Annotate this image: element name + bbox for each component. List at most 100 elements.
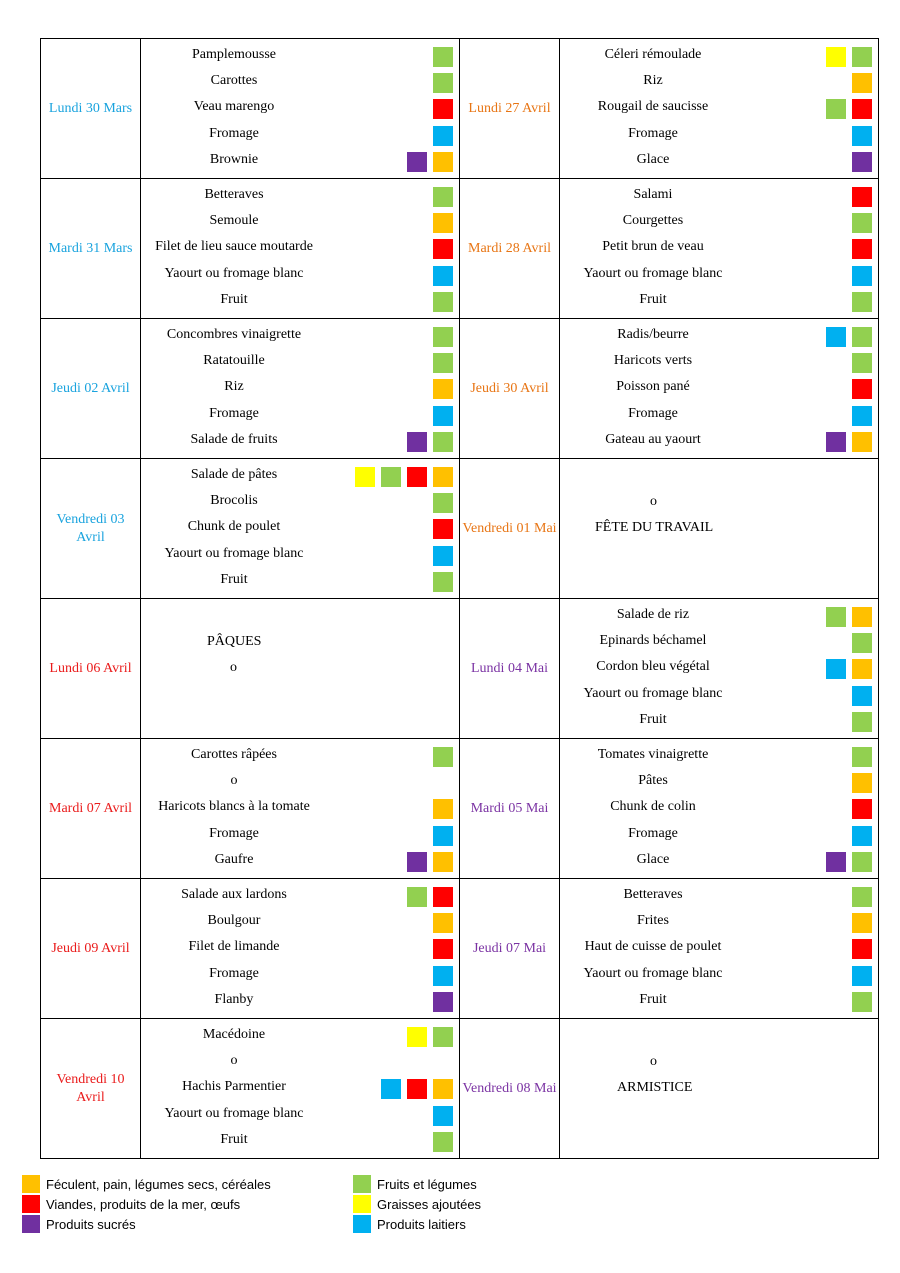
legend-label: Féculent, pain, légumes secs, céréales [46,1176,271,1192]
day-dishes: Salade aux lardons Boulgour Filet de liman… [140,878,460,1019]
dish-name: Fruit [220,1131,248,1147]
dish-name: Fromage [628,125,678,141]
dish-name: Betteraves [204,187,264,203]
dish-item: Riz [560,69,878,95]
day-dishes: Pamplemousse Carottes Veau marengo Fromage B… [140,38,460,179]
dish-item: Glace [560,148,878,174]
dish-name: Fromage [209,125,259,141]
dish-name: Fruit [639,291,667,307]
dish-name: Macédoine [202,1027,266,1043]
dish-item: Yaourt ou fromage blanc [560,682,878,708]
dish-name: Fruit [639,991,667,1007]
food-group-tags [852,291,872,312]
food-group-red-square [852,99,872,120]
food-group-tags [433,405,453,426]
food-group-orange-square [852,913,872,934]
food-group-tags [433,239,453,260]
food-group-green-square [381,467,401,488]
legend-yellow-square [353,1195,371,1213]
dish-list: Salade aux lardons Boulgour Filet de liman… [141,883,459,1013]
food-group-tags [852,965,872,986]
dish-item: Salade aux lardons [141,883,459,909]
food-group-blue-square [433,265,453,286]
dish-name: Céleri rémoulade [604,47,702,63]
dish-item: Chunk de colin [560,795,878,821]
menu-row: Mardi 31 Mars Betteraves Semoule Filet de l… [40,178,879,319]
food-group-red-square [433,939,453,960]
food-group-tags [433,991,453,1012]
holiday-label: ARMISTICE [617,1080,693,1095]
food-group-red-square [852,939,872,960]
day-label: Vendredi 10 Avril [40,1018,141,1159]
food-group-green-square [826,607,846,628]
food-group-blue-square [852,265,872,286]
dish-name: Semoule [209,213,259,229]
dish-item: Frites [560,909,878,935]
dish-list: Salade de riz Epinards béchamel Cordon ble… [560,603,878,733]
dish-item: Filet de lieu sauce moutarde [141,235,459,261]
dish-name: Salade aux lardons [181,887,287,903]
food-group-tags [852,213,872,234]
food-group-tags [852,405,872,426]
food-group-purple-square [407,151,427,172]
dish-name: Yaourt ou fromage blanc [583,685,723,701]
dish-name: Salade de riz [616,607,690,623]
food-group-tags [433,493,453,514]
dish-item: Yaourt ou fromage blanc [560,962,878,988]
dish-name: Pamplemousse [192,47,276,63]
food-group-purple-square [826,851,846,872]
dish-name: Yaourt ou fromage blanc [164,545,304,561]
dish-name: Carottes râpées [191,747,277,763]
dish-item: Hachis Parmentier [141,1075,459,1101]
food-group-green-square [407,887,427,908]
day-label: Vendredi 08 Mai [459,1018,560,1159]
dish-name: Riz [224,379,244,395]
food-group-purple-square [826,431,846,452]
food-group-tags [852,379,872,400]
food-group-red-square [433,239,453,260]
legend-orange-square [22,1175,40,1193]
dish-list: Betteraves Frites Haut de cuisse de poulet… [560,883,878,1013]
food-group-tags [433,1131,453,1152]
dish-item: Epinards béchamel [560,629,878,655]
dish-item: Pâtes [560,769,878,795]
dish-item: Haricots blancs à la tomate [141,795,459,821]
food-group-blue-square [852,685,872,706]
legend-label: Viandes, produits de la mer, œufs [46,1196,241,1212]
food-group-orange-square [852,431,872,452]
dish-item: Fromage [560,402,878,428]
dish-list: Céleri rémoulade Riz Rougail de saucisse Fr… [560,43,878,173]
food-group-green-square [852,851,872,872]
dish-item: Salade de fruits [141,428,459,454]
dish-name: Petit brun de veau [602,239,704,255]
dish-name: Flanby [214,991,254,1007]
food-group-tags [852,125,872,146]
dish-list: Betteraves Semoule Filet de lieu sauce mou… [141,183,459,313]
day-label: Lundi 30 Mars [40,38,141,179]
dish-name: Fromage [209,825,259,841]
dish-item: Salami [560,183,878,209]
food-group-orange-square [433,851,453,872]
dish-item: Gaufre [141,848,459,874]
food-group-tags [433,187,453,208]
food-group-tags [355,467,453,488]
dish-item: Betteraves [560,883,878,909]
dish-item: Haut de cuisse de poulet [560,935,878,961]
food-group-green-square [852,213,872,234]
food-group-tags [852,825,872,846]
holiday-mark: o [650,494,657,509]
dish-item: Betteraves [141,183,459,209]
food-group-tags [852,711,872,732]
day-dishes: Tomates vinaigrette Pâtes Chunk de colin Fr… [559,738,879,879]
dish-item: Fruit [560,288,878,314]
dish-name: Concombres vinaigrette [166,327,302,343]
food-group-tags [433,913,453,934]
dish-name: Epinards béchamel [599,633,707,649]
food-group-green-square [433,47,453,68]
food-group-tags [826,851,872,872]
food-group-blue-square [433,125,453,146]
food-group-tags [433,291,453,312]
food-group-orange-square [433,913,453,934]
dish-item: o [141,1049,459,1075]
dish-name: Haut de cuisse de poulet [584,939,722,955]
